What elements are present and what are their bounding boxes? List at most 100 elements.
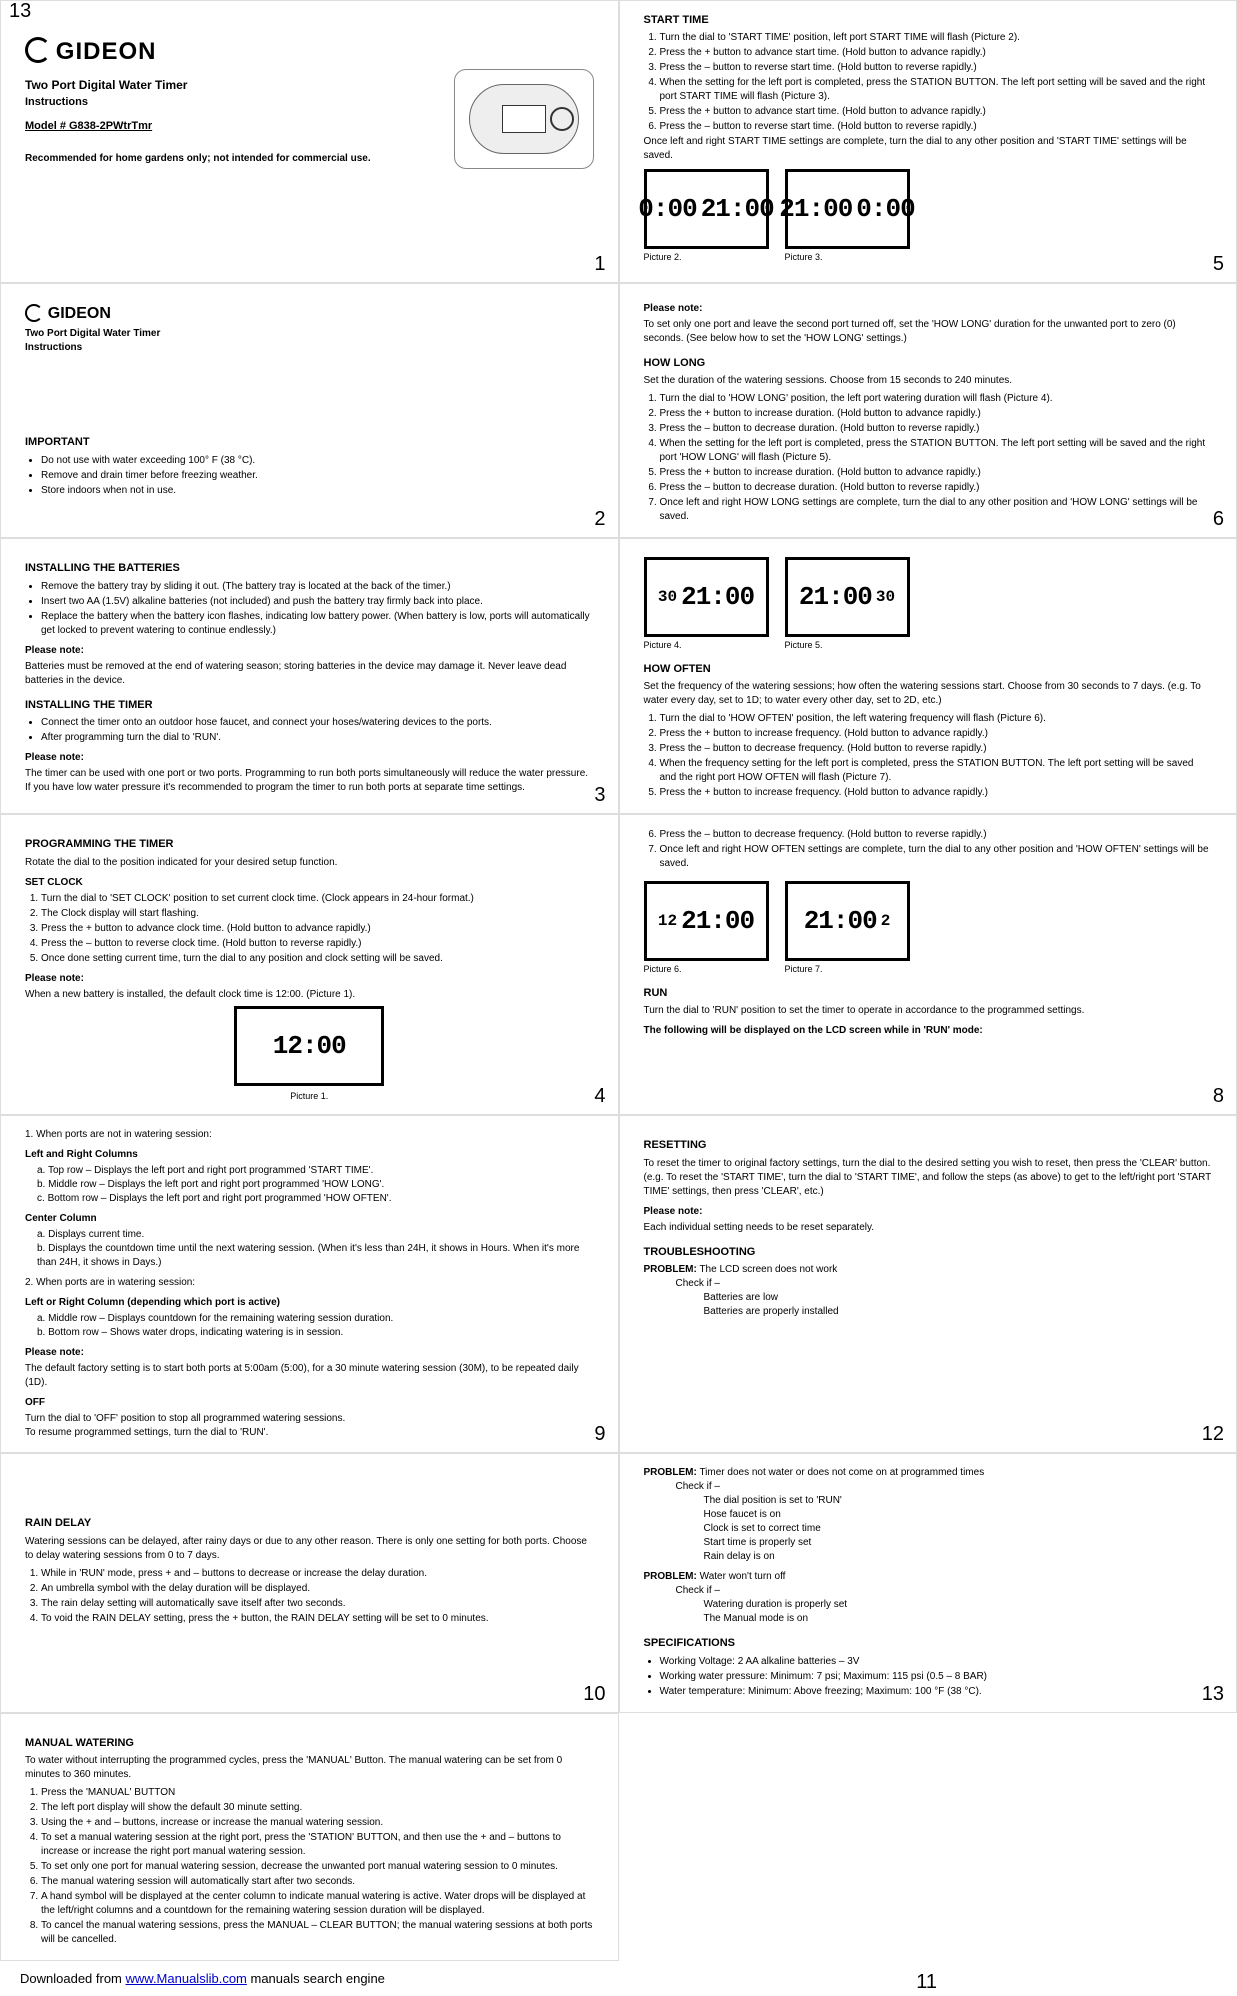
text: Top row – Displays the left port and rig… bbox=[48, 1165, 373, 1176]
lcd-digits: 21:00 bbox=[701, 191, 774, 227]
lcd-picture-5: 21:00 30 bbox=[785, 557, 910, 637]
panel-5: START TIME Turn the dial to 'START TIME'… bbox=[619, 0, 1237, 283]
manual-watering-heading: MANUAL WATERING bbox=[25, 1736, 594, 1751]
howoften-heading: HOW OFTEN bbox=[644, 662, 1213, 677]
check-item: Clock is set to correct time bbox=[704, 1522, 1213, 1536]
problem-label: PROBLEM: bbox=[644, 1467, 697, 1478]
check-item: Batteries are properly installed bbox=[704, 1305, 1213, 1319]
page-grid: 13 GIDEON Two Port Digital Water Timer I… bbox=[0, 0, 1237, 1961]
list-item: Once left and right HOW LONG settings ar… bbox=[660, 496, 1213, 524]
note-text: Batteries must be removed at the end of … bbox=[25, 660, 594, 688]
list-item: Press the + button to advance start time… bbox=[660, 46, 1213, 60]
setclock-list: Turn the dial to 'SET CLOCK' position to… bbox=[41, 892, 594, 966]
off-heading: OFF bbox=[25, 1396, 594, 1410]
list-item: Press the – button to decrease duration.… bbox=[660, 481, 1213, 495]
howoften-list-cont: Press the – button to decrease frequency… bbox=[660, 828, 1213, 871]
note-text: When a new battery is installed, the def… bbox=[25, 988, 594, 1002]
reset-text: To reset the timer to original factory s… bbox=[644, 1157, 1213, 1199]
footer-pre: Downloaded from bbox=[20, 1971, 126, 1986]
lcd-caption: Picture 3. bbox=[785, 251, 910, 264]
list-item: To set only one port for manual watering… bbox=[41, 1860, 594, 1874]
lcd-caption: Picture 5. bbox=[785, 639, 910, 652]
list-item: Press the – button to decrease frequency… bbox=[660, 742, 1213, 756]
note-heading: Please note: bbox=[644, 1205, 1213, 1219]
check-if: Check if – bbox=[676, 1480, 1213, 1494]
lcd-picture-7: 21:00 2 bbox=[785, 881, 910, 961]
list-item: Turn the dial to 'HOW LONG' position, th… bbox=[660, 392, 1213, 406]
lcd-picture-1: 12:00 bbox=[234, 1006, 384, 1086]
product-sub-small: Instructions bbox=[25, 341, 594, 355]
panel-7: 30 21:00 Picture 4. 21:00 30 Picture 5. … bbox=[619, 538, 1237, 814]
text: Bottom row – Shows water drops, indicati… bbox=[48, 1327, 343, 1338]
panel-10: RAIN DELAY Watering sessions can be dela… bbox=[0, 1453, 619, 1712]
text-line: 1. When ports are not in watering sessio… bbox=[25, 1128, 594, 1142]
check-item: The dial position is set to 'RUN' bbox=[704, 1494, 1213, 1508]
list-item: To set a manual watering session at the … bbox=[41, 1831, 594, 1859]
list-item: Press the – button to decrease frequency… bbox=[660, 828, 1213, 842]
note-text-2: The timer can be used with one port or t… bbox=[25, 767, 594, 795]
note-heading: Please note: bbox=[25, 1346, 594, 1360]
problem-line: PROBLEM: The LCD screen does not work bbox=[644, 1263, 1213, 1277]
footer: Downloaded from www.Manualslib.com manua… bbox=[0, 1961, 1237, 1996]
list-item: The left port display will show the defa… bbox=[41, 1801, 594, 1815]
lcd-digits: 12:00 bbox=[273, 1028, 346, 1064]
text: When ports are in watering session: bbox=[36, 1277, 195, 1288]
lcd-digits: 30 bbox=[876, 586, 895, 608]
lcd-caption: Picture 2. bbox=[644, 251, 769, 264]
product-title-small: Two Port Digital Water Timer bbox=[25, 327, 594, 341]
sub-item: b. Displays the countdown time until the… bbox=[37, 1242, 594, 1270]
list-item: Water temperature: Minimum: Above freezi… bbox=[660, 1685, 1213, 1699]
panel-num-4: 4 bbox=[594, 1082, 605, 1110]
problem-text: Water won't turn off bbox=[697, 1571, 786, 1582]
lcd-digits: 21:00 bbox=[804, 903, 877, 939]
howlong-intro: Set the duration of the watering session… bbox=[644, 374, 1213, 388]
list-item: Once left and right START TIME settings … bbox=[644, 135, 1213, 163]
install-batteries-heading: INSTALLING THE BATTERIES bbox=[25, 561, 594, 576]
sub-item: c. Bottom row – Displays the left port a… bbox=[37, 1192, 594, 1206]
panel-num-9: 9 bbox=[594, 1420, 605, 1448]
lcd-caption: Picture 7. bbox=[785, 963, 910, 976]
off-text-2: To resume programmed settings, turn the … bbox=[25, 1426, 594, 1440]
list-item: After programming turn the dial to 'RUN'… bbox=[41, 731, 594, 745]
list-item: Replace the battery when the battery ico… bbox=[41, 610, 594, 638]
panel-8: Press the – button to decrease frequency… bbox=[619, 814, 1237, 1115]
manual-list: Press the 'MANUAL' BUTTON The left port … bbox=[41, 1786, 594, 1947]
list-item: Once done setting current time, turn the… bbox=[41, 952, 594, 966]
brand-logo-small: GIDEON bbox=[48, 305, 111, 322]
panel-2: GIDEON Two Port Digital Water Timer Inst… bbox=[0, 283, 619, 538]
sub-item: a. Top row – Displays the left port and … bbox=[37, 1164, 594, 1178]
lcd-digits: 30 bbox=[658, 586, 677, 608]
panel-num-5: 5 bbox=[1213, 250, 1224, 278]
brand-logo: GIDEON bbox=[56, 38, 157, 65]
panel-num-1: 1 bbox=[594, 250, 605, 278]
list-item: Press the + button to increase duration.… bbox=[660, 407, 1213, 421]
list-item: Do not use with water exceeding 100° F (… bbox=[41, 454, 594, 468]
lor-heading: Left or Right Column (depending which po… bbox=[25, 1296, 594, 1310]
list-item: When the setting for the left port is co… bbox=[660, 437, 1213, 465]
panel-num-8: 8 bbox=[1213, 1082, 1224, 1110]
lcd-picture-2: 0:00 21:00 bbox=[644, 169, 769, 249]
list-item: Press the + button to increase duration.… bbox=[660, 466, 1213, 480]
list-item: Press the + button to increase frequency… bbox=[660, 786, 1213, 800]
note-text: To set only one port and leave the secon… bbox=[644, 318, 1213, 346]
footer-link[interactable]: www.Manualslib.com bbox=[126, 1971, 247, 1986]
start-time-list: Turn the dial to 'START TIME' position, … bbox=[660, 31, 1213, 134]
list-item: Press the + button to advance start time… bbox=[660, 105, 1213, 119]
lrc-heading: Left and Right Columns bbox=[25, 1148, 594, 1162]
problem-text: Timer does not water or does not come on… bbox=[697, 1467, 984, 1478]
text: Middle row – Displays the left port and … bbox=[48, 1179, 384, 1190]
device-illustration bbox=[454, 69, 594, 169]
list-item: Press the + button to advance clock time… bbox=[41, 922, 594, 936]
check-item: Start time is properly set bbox=[704, 1536, 1213, 1550]
install-batteries-list: Remove the battery tray by sliding it ou… bbox=[41, 580, 594, 638]
panel-num-6: 6 bbox=[1213, 505, 1224, 533]
problem-text: The LCD screen does not work bbox=[697, 1264, 837, 1275]
list-item: Working Voltage: 2 AA alkaline batteries… bbox=[660, 1655, 1213, 1669]
resetting-heading: RESETTING bbox=[644, 1138, 1213, 1153]
page-label-13: 13 bbox=[9, 0, 31, 25]
panel-3: INSTALLING THE BATTERIES Remove the batt… bbox=[0, 538, 619, 814]
lcd-picture-4: 30 21:00 bbox=[644, 557, 769, 637]
lcd-digits: 21:00 bbox=[779, 191, 852, 227]
list-item: Connect the timer onto an outdoor hose f… bbox=[41, 716, 594, 730]
spec-list: Working Voltage: 2 AA alkaline batteries… bbox=[660, 1655, 1213, 1699]
